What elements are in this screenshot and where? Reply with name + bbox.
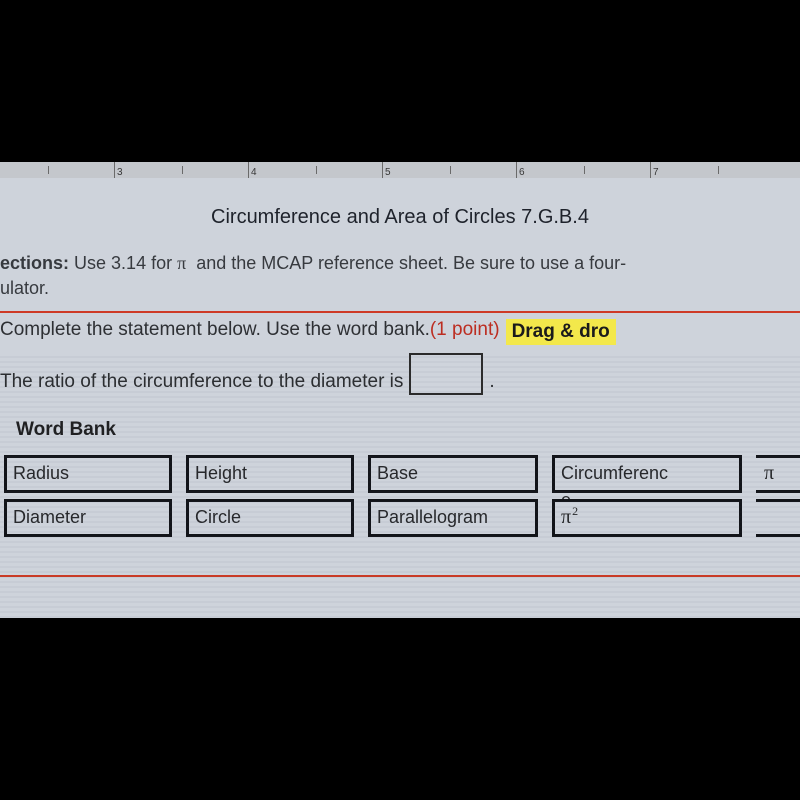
divider-red-bottom <box>0 575 800 577</box>
wordbank-item-label: π <box>561 506 571 529</box>
wordbank-item-pi[interactable]: π <box>756 455 800 493</box>
wordbank-title: Word Bank <box>16 419 800 441</box>
wordbank-item-height[interactable]: Height <box>186 455 354 493</box>
instruction-text: Complete the statement below. Use the wo… <box>0 319 430 341</box>
directions-part-a: Use 3.14 for <box>74 253 177 273</box>
ruler-num: 5 <box>385 167 391 178</box>
drag-drop-badge: Drag & dro <box>506 319 616 345</box>
wordbank-item-radius[interactable]: Radius <box>4 455 172 493</box>
wordbank-item-label: Circumferenc <box>561 463 668 484</box>
directions-part-b: and the MCAP reference sheet. Be sure to… <box>196 253 626 273</box>
points-label: (1 point) <box>430 319 500 341</box>
ruler: 2 3 4 5 6 7 <box>0 162 800 178</box>
document-page: Circumference and Area of Circles 7.G.B.… <box>0 178 800 618</box>
sentence-text: The ratio of the circumference to the di… <box>0 371 403 393</box>
ruler-num: 3 <box>117 167 123 178</box>
page-title: Circumference and Area of Circles 7.G.B.… <box>0 206 800 229</box>
wordbank-item-circle[interactable]: Circle <box>186 499 354 537</box>
wordbank-item-pi-squared[interactable]: π2 <box>552 499 742 537</box>
top-black-bar <box>0 0 800 162</box>
bottom-black-bar <box>0 618 800 800</box>
wordbank-item-diameter[interactable]: Diameter <box>4 499 172 537</box>
wordbank-item-base[interactable]: Base <box>368 455 538 493</box>
superscript: 2 <box>572 504 578 519</box>
ruler-num: 6 <box>519 167 525 178</box>
directions-text: ections: Use 3.14 for π and the MCAP ref… <box>0 251 800 311</box>
wordbank-grid: Radius Height Base Circumferenc e π Diam… <box>0 455 800 537</box>
pi-symbol: π <box>177 253 186 273</box>
ruler-num: 4 <box>251 167 257 178</box>
wordbank-item-empty[interactable] <box>756 499 800 537</box>
ruler-num: 7 <box>653 167 659 178</box>
answer-drop-target[interactable] <box>409 353 483 395</box>
directions-label: ections: <box>0 253 69 273</box>
wordbank-item-circumference[interactable]: Circumferenc e <box>552 455 742 493</box>
directions-line2: ulator. <box>0 278 49 298</box>
sentence-period: . <box>489 371 494 393</box>
wordbank-item-parallelogram[interactable]: Parallelogram <box>368 499 538 537</box>
